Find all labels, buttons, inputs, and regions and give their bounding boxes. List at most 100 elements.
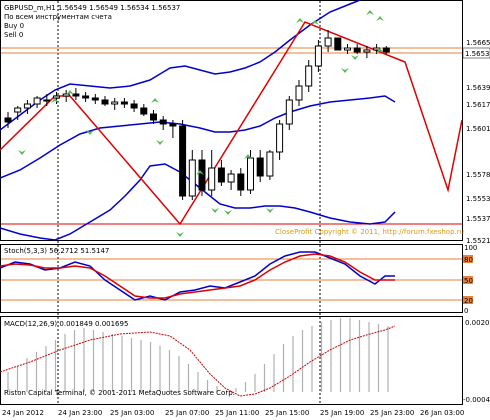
x-tick-label: 24 Jan 23:00 bbox=[58, 409, 102, 417]
fractal-arrow-icon bbox=[341, 68, 349, 73]
candle-body bbox=[159, 119, 167, 125]
y-tick-label: 1.55785 bbox=[466, 171, 490, 179]
x-tick-label: 26 Jan 03:00 bbox=[420, 409, 464, 417]
watermark: CloseProfit Copyright © 2011, http://for… bbox=[275, 228, 464, 236]
fractal-arrow-icon bbox=[244, 154, 252, 159]
candle-body bbox=[111, 101, 119, 105]
candle-body bbox=[237, 173, 245, 191]
stoch-frame bbox=[0, 244, 463, 313]
candles bbox=[4, 30, 390, 200]
candle-body bbox=[353, 47, 361, 53]
y-axis: 1.56650 1.56395 1.56170 1.56010 1.55785 1.555… bbox=[466, 39, 490, 245]
candle-body bbox=[120, 101, 128, 105]
stoch-level-label: 50 bbox=[464, 277, 473, 285]
bb-middle bbox=[0, 95, 396, 179]
macd-signal-line bbox=[0, 325, 396, 397]
candle-body bbox=[82, 95, 90, 99]
candle-body bbox=[314, 45, 322, 67]
candle-body bbox=[179, 125, 187, 197]
stoch-signal-line bbox=[0, 253, 395, 299]
y-tick-label: 1.56395 bbox=[466, 84, 490, 92]
candle-body bbox=[72, 93, 80, 97]
candle-body bbox=[23, 103, 31, 109]
candle-body bbox=[14, 107, 22, 113]
candle-body bbox=[295, 85, 303, 101]
x-tick-label: 25 Jan 07:00 bbox=[165, 409, 209, 417]
fractal-arrow-icon bbox=[296, 18, 304, 23]
sell-count: Sell 0 bbox=[4, 31, 23, 39]
candle-body bbox=[130, 103, 138, 109]
candle-body bbox=[363, 49, 371, 53]
level-badge bbox=[463, 276, 473, 284]
fractal-arrow-icon bbox=[376, 16, 384, 21]
candle-body bbox=[169, 123, 177, 127]
x-tick-label: 25 Jan 19:00 bbox=[320, 409, 364, 417]
y-tick-label: 1.55210 bbox=[466, 237, 490, 245]
candle-body bbox=[101, 99, 109, 105]
macd-bottom-label: -0.00049 bbox=[463, 396, 490, 404]
candle-body bbox=[285, 99, 293, 125]
fractal-arrow-icon bbox=[311, 20, 319, 25]
candle-body bbox=[91, 97, 99, 101]
candle-body bbox=[324, 37, 332, 47]
symbol-header: GBPUSD_m,H1 1.56549 1.56549 1.56534 1.56… bbox=[4, 4, 180, 12]
x-axis: 24 Jan 2012 24 Jan 23:00 25 Jan 03:00 25 Ja… bbox=[2, 409, 464, 417]
macd-header: MACD(12,26,9) 0.001849 0.001695 bbox=[4, 320, 128, 328]
arrows bbox=[18, 10, 384, 237]
candle-body bbox=[188, 159, 196, 197]
candle-body bbox=[150, 113, 157, 121]
candle-body bbox=[208, 167, 216, 191]
account-scope: По всем инструментам счета bbox=[4, 13, 112, 21]
main-chart-frame bbox=[0, 0, 463, 241]
macd-histogram bbox=[7, 318, 389, 392]
x-tick-label: 25 Jan 23:00 bbox=[370, 409, 414, 417]
macd-frame bbox=[0, 316, 463, 405]
stoch-level-label: 100 bbox=[464, 244, 477, 252]
fractal-arrow-icon bbox=[351, 55, 359, 60]
macd-top-label: 0.002022 bbox=[465, 319, 490, 327]
y-tick-label: 1.55370 bbox=[466, 215, 490, 223]
candle-body bbox=[256, 157, 264, 177]
stoch-level-label: 80 bbox=[464, 256, 473, 264]
x-tick-label: 25 Jan 15:00 bbox=[265, 409, 309, 417]
level-badge bbox=[463, 296, 473, 304]
candle-body bbox=[217, 167, 225, 183]
fractal-arrow-icon bbox=[86, 130, 94, 135]
x-tick-label: 25 Jan 11:00 bbox=[215, 409, 259, 417]
fractal-arrow-icon bbox=[376, 48, 384, 53]
y-tick-label: 1.55530 bbox=[466, 195, 490, 203]
candle-body bbox=[33, 97, 41, 105]
fractal-arrow-icon bbox=[156, 140, 164, 145]
fractal-arrow-icon bbox=[224, 210, 232, 215]
stoch-level-label: 0 bbox=[464, 307, 468, 315]
candle-body bbox=[4, 117, 12, 123]
buy-count: Buy 0 bbox=[4, 22, 24, 30]
candle-body bbox=[62, 93, 70, 97]
candle-body bbox=[276, 123, 284, 153]
candle-body bbox=[198, 159, 206, 191]
candle-body bbox=[305, 65, 313, 87]
stoch-axis: 100 80 50 20 0 bbox=[463, 244, 477, 315]
candle-body bbox=[227, 173, 235, 183]
price-label: 1.56537 bbox=[465, 50, 490, 58]
stoch-main-line bbox=[0, 251, 395, 301]
y-tick-label: 1.56170 bbox=[466, 101, 490, 109]
fractal-arrow-icon bbox=[18, 150, 26, 155]
level-badge bbox=[463, 255, 473, 263]
fractal-arrow-icon bbox=[196, 170, 204, 175]
fractal-arrow-icon bbox=[266, 208, 274, 213]
fractal-arrow-icon bbox=[66, 90, 74, 95]
fractal-arrow-icon bbox=[211, 208, 219, 213]
candle-body bbox=[334, 37, 342, 51]
price-label-box bbox=[462, 47, 490, 59]
candle-body bbox=[140, 107, 148, 115]
candle-body bbox=[344, 47, 351, 51]
fractal-arrow-icon bbox=[366, 10, 374, 15]
candle-body bbox=[53, 95, 60, 99]
y-tick-label: 1.56010 bbox=[466, 125, 490, 133]
candle-body bbox=[247, 157, 254, 191]
stoch-level-label: 20 bbox=[464, 297, 473, 305]
candle-body bbox=[266, 151, 274, 177]
fractal-arrow-icon bbox=[51, 98, 59, 103]
